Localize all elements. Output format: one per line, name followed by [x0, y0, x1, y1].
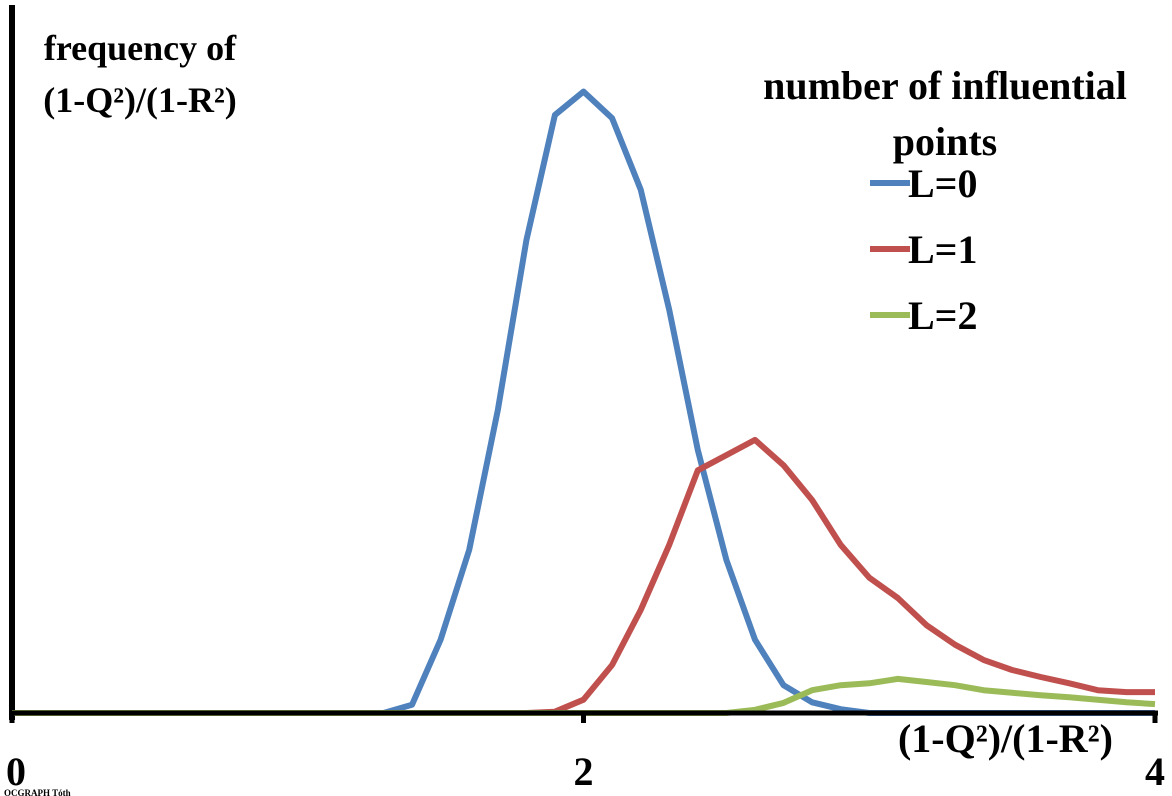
legend-title: number of influential points: [763, 63, 1127, 164]
x-tick-label: 2: [574, 749, 594, 794]
x-axis-label: (1-Q²)/(1-R²): [898, 716, 1113, 761]
x-tick-label: 0: [6, 749, 26, 794]
y-axis-label: frequency of: [44, 28, 237, 68]
legend-label: L=1: [908, 227, 977, 272]
y-axis-label: (1-Q²)/(1-R²): [43, 80, 237, 120]
legend-label: L=0: [908, 161, 977, 206]
credit: OCGRAPH Tóth: [4, 788, 71, 796]
x-tick-label: 4: [1145, 749, 1165, 794]
series-line: [12, 88, 1155, 716]
legend-label: L=2: [908, 293, 977, 338]
series-line: [12, 436, 1155, 716]
